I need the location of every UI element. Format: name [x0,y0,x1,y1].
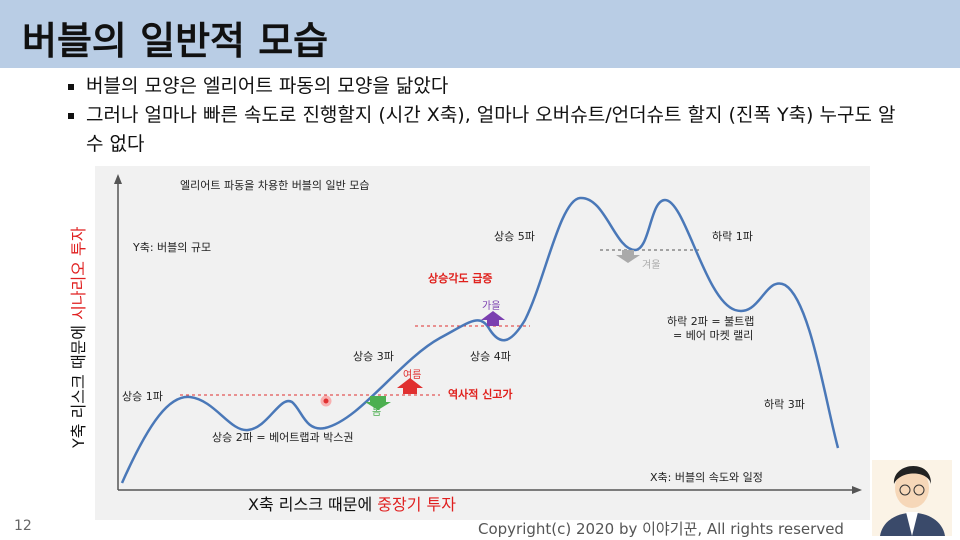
label-part: 중장기 투자 [377,495,456,514]
wave-label: 상승 1파 [122,390,163,403]
wave-label: 상승각도 급증 [428,271,493,285]
bullet: 그러나 얼마나 빠른 속도로 진행할지 (시간 X축), 얼마나 오버슈트/언더… [86,101,916,159]
wave-label: 역사적 신고가 [448,387,513,401]
season-label: 봄 [372,406,381,418]
wave-label: 하락 2파 = 불트랩 [667,314,754,328]
arrow-down [365,396,391,410]
y-axis-label: Y축 리스크 때문에 시나리오 투자 [69,226,88,449]
season-label: 가을 [482,300,500,312]
season-label: 여름 [403,369,421,381]
diagram-bg [95,166,870,520]
arrow-down [616,250,640,263]
wave-label: 하락 3파 [764,397,805,411]
arrow-up [397,378,423,394]
wave-label: 상승 3파 [353,350,394,363]
title: 버블의 일반적 모습 [22,19,329,63]
label-part: Y축 리스크 때문에 [69,320,88,449]
label-part: X축 리스크 때문에 [248,495,377,514]
label-part: 시나리오 투자 [69,226,88,320]
wave-label: 하락 1파 [712,229,753,243]
arrow-up [481,311,505,326]
bullet-list: 버블의 모양은 엘리어트 파동의 모양을 닮았다 그러나 얼마나 빠른 속도로 … [50,72,916,159]
wave-label: = 베어 마켓 랠리 [673,329,753,342]
header: 버블의 일반적 모습 [0,0,960,68]
wave-label: 상승 2파 = 베어트랩과 박스권 [212,431,354,444]
marker-dot [320,395,332,407]
arrowhead [114,174,122,184]
bullet: 버블의 모양은 엘리어트 파동의 모양을 닮았다 [86,72,916,101]
copyright: Copyright(c) 2020 by 이야기꾼, All rights re… [478,520,844,538]
diagram-title: 엘리어트 파동을 차용한 버블의 일반 모습 [180,178,370,192]
portrait [872,460,952,536]
axis-note: X축: 버블의 속도와 일정 [650,470,763,484]
season-label: 겨울 [642,259,660,271]
wave-label: 상승 5파 [494,230,535,243]
wave-curve [120,196,840,484]
page-number: 12 [14,518,32,534]
axis-note: Y축: 버블의 규모 [132,241,211,254]
x-axis-label: X축 리스크 때문에 중장기 투자 [248,495,456,514]
wave-label: 상승 4파 [470,350,511,363]
arrowhead [852,486,862,494]
